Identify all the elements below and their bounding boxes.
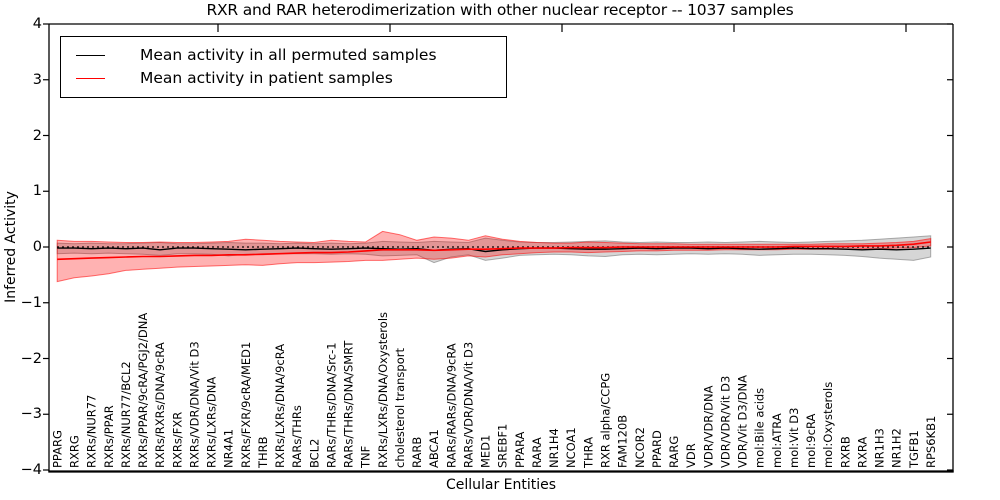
x-tick-label: RARG — [667, 436, 681, 468]
x-tick-label: SREBF1 — [496, 424, 510, 468]
x-tick-label: RXRs/LXRs/DNA/9cRA — [273, 344, 287, 468]
legend-label: Mean activity in all permuted samples — [140, 45, 437, 64]
y-tick-label: −1 — [20, 294, 42, 311]
x-tick-label: RXRs/RXRs/DNA/9cRA — [153, 342, 167, 468]
x-tick-label: RXRs/VDR/DNA/Vit D3 — [187, 341, 201, 468]
x-tick-label: FAM120B — [616, 415, 630, 468]
chart-title: RXR and RAR heterodimerization with othe… — [206, 1, 794, 19]
x-tick-label: NR1H3 — [873, 428, 887, 468]
x-tick-label: THRB — [256, 436, 270, 469]
y-tick-label: 0 — [32, 239, 42, 255]
x-tick-label: RPS6KB1 — [924, 416, 938, 468]
band-patient — [56, 230, 932, 283]
x-tick-label: RXRA — [855, 437, 869, 468]
y-tick-label: −2 — [20, 350, 42, 367]
x-tick-label: RARs/VDR/DNA/Vit D3 — [462, 342, 476, 468]
x-tick-label: TNF — [359, 446, 373, 469]
x-tick-label: RXRs/PPAR — [102, 405, 116, 468]
x-tick-label: VDR — [684, 443, 698, 468]
y-tick-label: 2 — [32, 127, 42, 144]
legend-entry-patient: Mean activity in patient samples — [61, 68, 506, 87]
x-tick-label: RARA — [530, 437, 544, 468]
x-tick-label: RXRs/FXR/9cRA/MED1 — [239, 342, 253, 468]
x-tick-label: RARB — [410, 437, 424, 468]
x-tick-label: THRA — [581, 437, 595, 469]
x-tick-label: RARs/THRs — [290, 405, 304, 468]
x-axis-label: Cellular Entities — [445, 477, 557, 493]
x-tick-label: PPARD — [650, 430, 664, 468]
x-tick-label: RXRs/NUR77/BCL2 — [119, 361, 133, 468]
x-tick-label: BCL2 — [307, 439, 321, 468]
legend-line-sample-black — [76, 54, 105, 56]
x-tick-label: mol:Bile acids — [753, 388, 767, 468]
legend: Mean activity in all permuted samples Me… — [60, 36, 507, 98]
x-tick-label: VDR/VDR/DNA — [701, 385, 715, 468]
x-tick-label: RARs/RARs/DNA/9cRA — [444, 343, 458, 468]
x-tick-label: RXRs/PPAR/9cRA/PGJ2/DNA — [136, 313, 150, 468]
patient-mean-line — [57, 241, 931, 261]
x-tick-label: TGFB1 — [907, 430, 921, 469]
y-tick-label: 4 — [32, 16, 42, 32]
x-tick-label: NR1H2 — [890, 428, 904, 468]
y-tick-label: 1 — [32, 183, 42, 200]
x-tick-label: VDR/VDR/Vit D3 — [718, 376, 732, 468]
x-tick-label: MED1 — [479, 435, 493, 468]
legend-line-sample-red — [76, 78, 105, 80]
legend-entry-permuted: Mean activity in all permuted samples — [61, 45, 506, 64]
y-tick-label: 3 — [32, 71, 42, 88]
x-tick-label: RXRG — [68, 435, 82, 468]
x-tick-label: mol:ATRA — [770, 413, 784, 468]
x-tick-label: RXRs/FXR — [170, 412, 184, 468]
x-tick-label: PPARG — [50, 430, 64, 468]
permuted-mean-line — [57, 247, 931, 253]
x-tick-label: mol:Oxysterols — [821, 382, 835, 468]
x-tick-label: RXRs/LXRs/DNA/Oxysterols — [376, 312, 390, 468]
x-tick-label: PPARA — [513, 431, 527, 468]
x-tick-label: RXRs/NUR77 — [85, 395, 99, 468]
x-tick-label: NCOA1 — [564, 427, 578, 468]
x-tick-label: RARs/THRs/DNA/SMRT — [342, 340, 356, 468]
x-tick-label: NR1H4 — [547, 428, 561, 468]
x-tick-label: mol:Vit D3 — [787, 408, 801, 468]
legend-label: Mean activity in patient samples — [140, 68, 393, 87]
x-tick-label: NCOR2 — [633, 427, 647, 468]
x-tick-label: mol:9cRA — [804, 414, 818, 468]
x-tick-label: NR4A1 — [222, 429, 236, 468]
x-tick-label: VDR/Vit D3/DNA — [736, 375, 750, 468]
x-tick-label: RXRs/LXRs/DNA — [205, 377, 219, 468]
y-tick-label: −3 — [20, 406, 42, 423]
x-tick-label: ABCA1 — [427, 429, 441, 468]
x-tick-label: RXRB — [838, 436, 852, 468]
x-tick-label: cholesterol transport — [393, 348, 407, 468]
y-tick-label: −4 — [20, 462, 42, 478]
x-tick-label: RXR alpha/CCPG — [599, 373, 613, 468]
x-tick-label: RARs/THRs/DNA/Src-1 — [324, 342, 338, 468]
